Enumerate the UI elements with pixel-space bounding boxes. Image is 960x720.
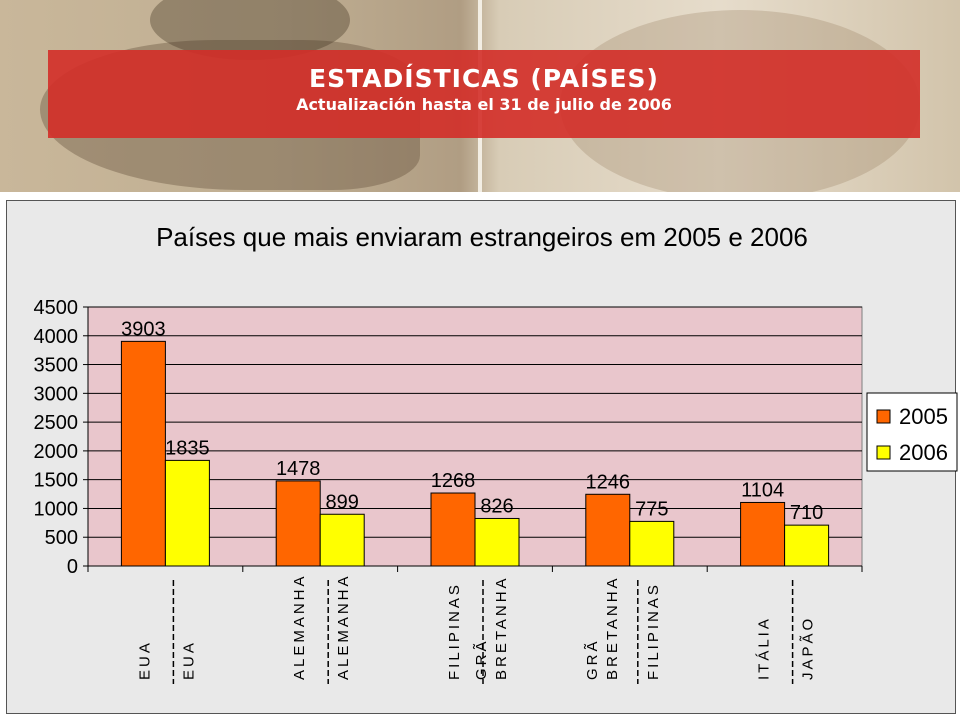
y-tick-label: 2500 bbox=[34, 412, 79, 434]
bar-2005 bbox=[740, 501, 786, 567]
x-tick-label-part: BRETANHA bbox=[493, 575, 510, 680]
bar-2005 bbox=[430, 492, 476, 567]
data-label: 710 bbox=[790, 502, 823, 524]
bar-2006 bbox=[784, 524, 830, 567]
y-tick-label: 500 bbox=[45, 527, 78, 549]
data-label: 3903 bbox=[121, 318, 166, 340]
bar-2006 bbox=[474, 517, 520, 567]
data-label: 1478 bbox=[276, 458, 321, 480]
y-tick-label: 0 bbox=[67, 556, 78, 578]
legend-label-2006: 2006 bbox=[899, 440, 948, 465]
bar-2005 bbox=[120, 340, 166, 567]
data-label: 1835 bbox=[165, 437, 210, 459]
page-subtitle: Actualización hasta el 31 de julio de 20… bbox=[296, 95, 672, 114]
x-tick-label: GRÃ BRETANHA bbox=[473, 575, 510, 680]
x-tick-label-part: BRETANHA bbox=[604, 575, 621, 680]
x-tick-label: FILIPINAS bbox=[446, 582, 463, 680]
data-label: 775 bbox=[635, 498, 668, 520]
page-title: ESTADÍSTICAS (PAÍSES) bbox=[309, 64, 659, 93]
x-tick-label: EUA bbox=[180, 640, 197, 680]
x-tick-label: ALEMANHA bbox=[335, 573, 352, 680]
x-tick-label: ITÁLIA bbox=[756, 616, 773, 680]
x-tick-label: EUA bbox=[136, 640, 153, 680]
y-tick-label: 2000 bbox=[34, 441, 79, 463]
x-tick-label: JAPÃO bbox=[800, 616, 817, 680]
bar-2006 bbox=[164, 459, 210, 567]
bar-2006 bbox=[629, 520, 675, 567]
header-banner: ESTADÍSTICAS (PAÍSES) Actualización hast… bbox=[0, 0, 960, 192]
y-tick-label: 1500 bbox=[34, 470, 79, 492]
y-tick-label: 4500 bbox=[34, 297, 79, 319]
x-tick-label: ALEMANHA bbox=[291, 573, 308, 680]
legend-swatch-2006 bbox=[876, 445, 891, 460]
x-tick-label: GRÃ BRETANHA bbox=[584, 575, 621, 680]
x-tick-label-part: GRÃ bbox=[473, 638, 490, 680]
bar-2006 bbox=[319, 513, 365, 567]
x-tick-label: FILIPINAS bbox=[645, 582, 662, 680]
bar-2005 bbox=[275, 480, 321, 567]
data-label: 1268 bbox=[431, 470, 476, 492]
data-label: 1104 bbox=[741, 479, 784, 501]
chart-title: Países que mais enviaram estrangeiros em… bbox=[156, 222, 808, 252]
x-tick-label-part: GRÃ bbox=[584, 638, 601, 680]
legend-swatch-2005 bbox=[876, 409, 891, 424]
data-label: 826 bbox=[480, 495, 513, 517]
legend-label-2005: 2005 bbox=[899, 404, 948, 429]
data-label: 1246 bbox=[586, 471, 631, 493]
y-tick-label: 3000 bbox=[34, 383, 79, 405]
y-tick-label: 1000 bbox=[34, 498, 79, 520]
data-label: 899 bbox=[326, 491, 359, 513]
y-tick-label: 3500 bbox=[34, 355, 79, 377]
y-tick-label: 4000 bbox=[34, 326, 79, 348]
title-box: ESTADÍSTICAS (PAÍSES) Actualización hast… bbox=[48, 50, 920, 138]
bar-2005 bbox=[585, 493, 631, 567]
